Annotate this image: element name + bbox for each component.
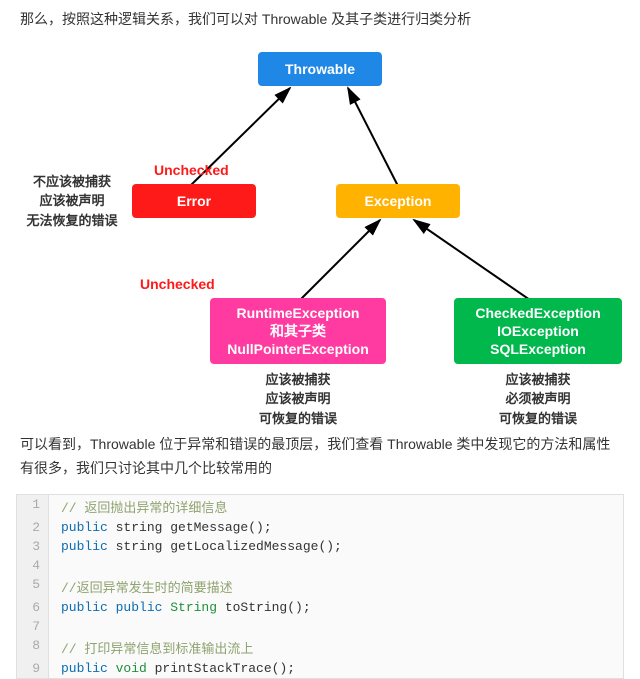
code-content: //返回异常发生时的简要描述 (49, 575, 233, 598)
intro-text: 那么，按照这种逻辑关系，我们可以对 Throwable 及其子类进行归类分析 (20, 8, 620, 32)
note-checked: 应该被捕获必须被声明可恢复的错误 (480, 370, 596, 429)
note-runtime: 应该被捕获应该被声明可恢复的错误 (240, 370, 356, 429)
line-number: 6 (17, 598, 49, 617)
code-content: public string getLocalizedMessage(); (49, 537, 342, 556)
mid-text: 可以看到，Throwable 位于异常和错误的最顶层，我们查看 Throwabl… (20, 433, 620, 481)
line-number: 7 (17, 617, 49, 636)
code-line: 2public string getMessage(); (17, 518, 623, 537)
code-content: public void printStackTrace(); (49, 659, 295, 678)
tag-unchecked-runtime: Unchecked (140, 276, 215, 292)
intro-paragraph: 那么，按照这种逻辑关系，我们可以对 Throwable 及其子类进行归类分析 (0, 0, 640, 40)
line-number: 4 (17, 556, 49, 575)
code-block: 1// 返回抛出异常的详细信息2public string getMessage… (16, 494, 624, 679)
code-content (49, 617, 61, 636)
line-number: 3 (17, 537, 49, 556)
node-runtime-exception: RuntimeException和其子类NullPointerException (210, 298, 386, 364)
code-line: 5//返回异常发生时的简要描述 (17, 575, 623, 598)
node-exception: Exception (336, 184, 460, 218)
line-number: 9 (17, 659, 49, 678)
code-line: 1// 返回抛出异常的详细信息 (17, 495, 623, 518)
code-line: 4 (17, 556, 623, 575)
line-number: 2 (17, 518, 49, 537)
node-throwable: Throwable (258, 52, 382, 86)
code-content: public public String toString(); (49, 598, 311, 617)
code-content: // 返回抛出异常的详细信息 (49, 495, 227, 518)
code-content (49, 556, 61, 575)
note-error: 不应该被捕获应该被声明无法恢复的错误 (16, 172, 128, 231)
arrow-layer (0, 40, 640, 425)
line-number: 1 (17, 495, 49, 518)
node-error: Error (132, 184, 256, 218)
code-line: 3public string getLocalizedMessage(); (17, 537, 623, 556)
code-content: public string getMessage(); (49, 518, 272, 537)
line-number: 8 (17, 636, 49, 659)
mid-paragraph: 可以看到，Throwable 位于异常和错误的最顶层，我们查看 Throwabl… (0, 425, 640, 489)
throwable-hierarchy-diagram: Throwable Error Exception RuntimeExcepti… (0, 40, 640, 425)
node-checked-exception: CheckedExceptionIOExceptionSQLException (454, 298, 622, 364)
code-line: 6public public String toString(); (17, 598, 623, 617)
line-number: 5 (17, 575, 49, 598)
code-line: 9public void printStackTrace(); (17, 659, 623, 678)
code-content: // 打印异常信息到标准输出流上 (49, 636, 253, 659)
tag-unchecked-error: Unchecked (154, 162, 229, 178)
code-line: 7 (17, 617, 623, 636)
code-line: 8// 打印异常信息到标准输出流上 (17, 636, 623, 659)
